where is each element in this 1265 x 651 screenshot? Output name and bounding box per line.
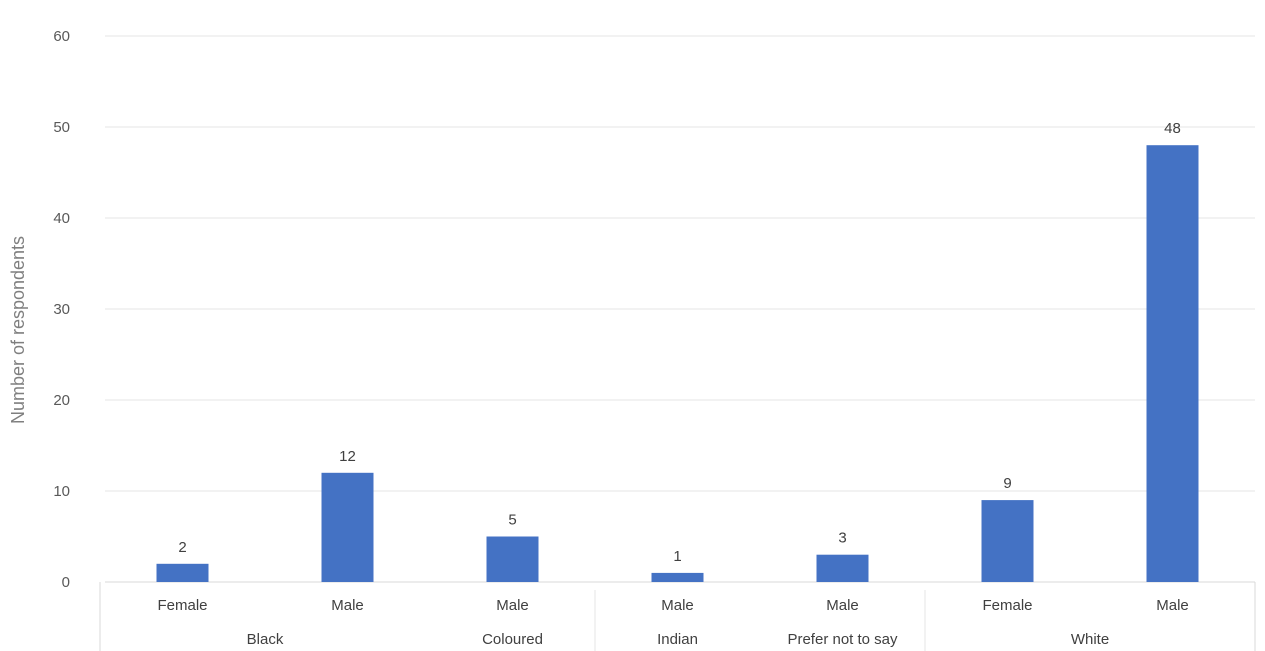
x-group-label: Coloured [482, 631, 543, 648]
bar [651, 572, 704, 582]
x-group-label: Indian [657, 631, 698, 648]
x-category-label: Female [982, 597, 1032, 614]
bars [156, 145, 1199, 582]
x-category-label: Female [157, 597, 207, 614]
data-label: 12 [339, 448, 356, 465]
x-axis: Female Male Male Male Male Female Male Black Col… [99, 582, 1256, 651]
data-label: 5 [508, 512, 516, 529]
x-category-label: Male [661, 597, 694, 614]
x-category-label: Male [331, 597, 364, 614]
y-tick-label: 30 [53, 301, 70, 318]
x-group-label: Prefer not to say [787, 631, 898, 648]
bar [816, 554, 869, 582]
data-label: 9 [1003, 475, 1011, 492]
y-tick-label: 60 [53, 28, 70, 45]
data-label: 1 [673, 548, 681, 565]
bar [486, 536, 539, 582]
y-tick-label: 10 [53, 483, 70, 500]
data-label: 2 [178, 539, 186, 556]
data-label: 3 [838, 530, 846, 547]
x-group-label: Black [247, 631, 284, 648]
x-category-label: Male [826, 597, 859, 614]
bar [981, 500, 1034, 582]
y-axis-ticks: 0 10 20 30 40 50 60 [53, 28, 70, 591]
bar [156, 563, 209, 582]
bar [321, 472, 374, 582]
x-group-label: White [1071, 631, 1109, 648]
data-labels: 2 12 5 1 3 9 48 [178, 120, 1181, 565]
gridlines [105, 35, 1255, 583]
y-tick-label: 0 [62, 574, 70, 591]
x-category-label: Male [496, 597, 529, 614]
y-axis-title: Number of respondents [8, 236, 28, 424]
y-tick-label: 50 [53, 119, 70, 136]
x-category-label: Male [1156, 597, 1189, 614]
y-tick-label: 20 [53, 392, 70, 409]
data-label: 48 [1164, 120, 1181, 137]
bar [1146, 145, 1199, 582]
y-tick-label: 40 [53, 210, 70, 227]
